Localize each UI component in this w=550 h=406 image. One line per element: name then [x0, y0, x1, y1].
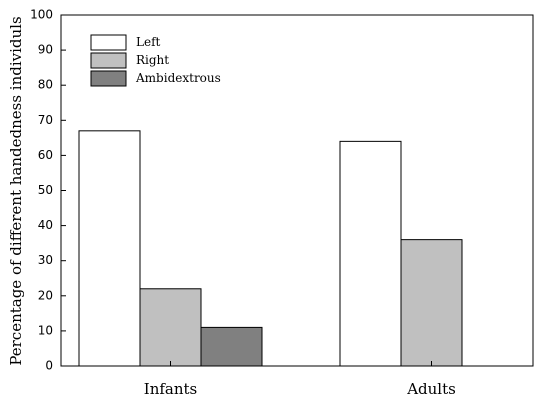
legend-swatch-left	[90, 34, 127, 51]
y-tick-label: 0	[45, 359, 53, 373]
x-category-label: Infants	[144, 380, 197, 398]
y-tick-label: 60	[38, 148, 53, 162]
x-category-label: Adults	[406, 380, 456, 398]
legend-swatch-right	[90, 52, 127, 69]
bars	[78, 130, 463, 367]
y-tick-label: 40	[38, 218, 53, 232]
legend-label-left: Left	[136, 35, 161, 49]
y-tick-label: 50	[38, 183, 53, 197]
y-tick-label: 80	[38, 78, 53, 92]
legend-label-right: Right	[136, 53, 169, 67]
y-tick-label: 20	[38, 288, 53, 302]
y-tick-label: 90	[38, 43, 53, 57]
y-tick-label: 30	[38, 253, 53, 267]
legend-swatch-ambidextrous	[90, 70, 127, 87]
y-axis-ticks: 0 10 20 30 40 50 60 70 80 90 100	[30, 8, 66, 373]
y-tick-label: 70	[38, 113, 53, 127]
bar-ambidextrous-infants	[200, 326, 263, 367]
legend-label-ambidextrous: Ambidextrous	[135, 71, 221, 85]
bar-right-infants	[139, 288, 202, 367]
bar-left-adults	[339, 140, 402, 367]
bar-left-infants	[78, 130, 141, 367]
bar-right-adults	[400, 239, 463, 367]
plot-area: 0 10 20 30 40 50 60 70 80 90 100 Infants Adults	[30, 8, 534, 398]
y-tick-label: 10	[38, 323, 53, 337]
y-tick-label: 100	[30, 8, 53, 22]
legend: Left Right Ambidextrous	[90, 34, 221, 87]
x-axis-category-labels: Infants Adults	[144, 361, 456, 398]
y-axis-label: Percentage of different handedness indiv…	[7, 16, 25, 365]
